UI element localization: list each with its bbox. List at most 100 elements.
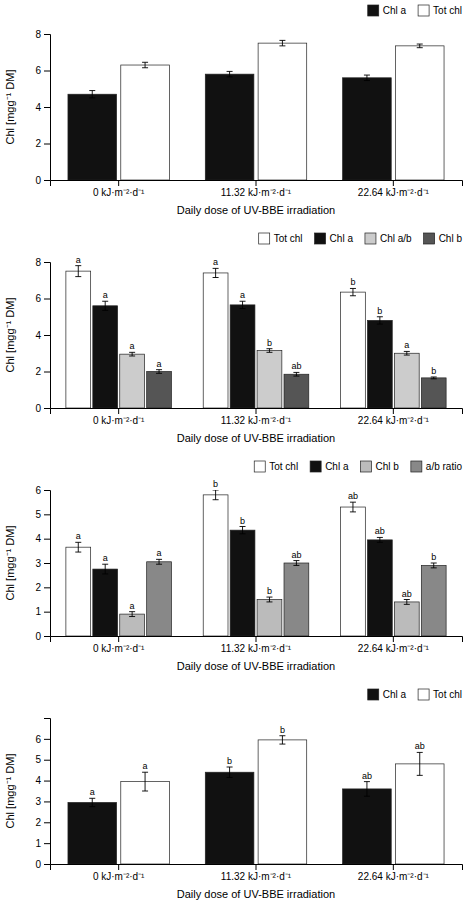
y-axis: 02468	[35, 257, 50, 414]
y-tick-mark	[44, 563, 50, 564]
y-tick-label: 4	[35, 533, 41, 544]
x-tick-label: 22.64 kJ·m⁻²·d⁻¹	[358, 187, 430, 198]
y-tick-label: 0	[35, 175, 41, 186]
y-tick-mark	[44, 636, 50, 637]
x-axis-line	[51, 865, 463, 871]
bar	[257, 351, 282, 408]
bar	[66, 547, 91, 636]
legend-label: Chl a/b	[380, 233, 412, 244]
x-tick: 11.32 kJ·m⁻²·d⁻¹	[221, 180, 292, 198]
legend-item: Chl a/b	[365, 233, 412, 244]
bar	[394, 602, 419, 636]
plot-area	[66, 266, 446, 408]
annotations: abababab	[90, 725, 425, 798]
significance-label: b	[267, 586, 272, 596]
error-bar	[75, 266, 81, 277]
x-tick-label: 22.64 kJ·m⁻²·d⁻¹	[358, 643, 430, 654]
legend-label: Tot chl	[433, 5, 462, 16]
x-tick-mark	[393, 636, 394, 642]
y-tick: 4	[35, 102, 50, 113]
x-tick-mark	[393, 180, 394, 186]
significance-label: b	[267, 338, 272, 348]
significance-label: a	[157, 359, 162, 369]
bar	[68, 94, 117, 180]
x-axis-title: Daily dose of UV-BBE irradiation	[177, 888, 335, 900]
x-tick-mark	[118, 180, 119, 186]
series	[93, 527, 392, 637]
legend-item: Chl a	[368, 689, 407, 700]
legend-label: Chl a	[325, 461, 349, 472]
series	[93, 301, 392, 408]
legend-swatch	[365, 233, 376, 244]
y-tick-mark	[44, 781, 50, 782]
series	[66, 490, 365, 636]
error-bar	[404, 351, 410, 355]
legend: Tot chl Chl a Chl b a/b ratio	[254, 461, 462, 472]
legend-item: Chl b	[424, 233, 463, 244]
legend-item: Tot chl	[418, 689, 462, 700]
legend-item: a/b ratio	[411, 461, 463, 472]
legend-item: Tot chl	[418, 5, 462, 16]
x-tick-label: 22.64 kJ·m⁻²·d⁻¹	[358, 415, 430, 426]
x-tick: 11.32 kJ·m⁻²·d⁻¹	[221, 864, 292, 882]
significance-label: ab	[291, 361, 301, 371]
error-bar	[431, 377, 437, 379]
bar	[257, 600, 282, 637]
significance-label: ab	[291, 550, 301, 560]
legend-label: Tot chl	[433, 689, 462, 700]
significance-label: ab	[375, 526, 385, 536]
y-tick-mark	[44, 801, 50, 802]
legend-swatch	[368, 5, 379, 16]
legend-item: Tot chl	[254, 461, 298, 472]
legend-label: Chl b	[376, 461, 400, 472]
annotations: ababababababaabb	[76, 479, 436, 611]
significance-label: a	[76, 255, 81, 265]
legend-item: Chl a	[315, 233, 354, 244]
y-tick-mark	[44, 180, 50, 181]
series	[147, 559, 446, 636]
y-tick-label: 6	[35, 485, 41, 496]
bar	[120, 614, 145, 636]
y-tick: 2	[35, 366, 50, 377]
y-tick-mark	[44, 843, 50, 844]
error-bar	[377, 317, 383, 324]
legend-label: Tot chl	[269, 461, 298, 472]
y-tick-label: 3	[35, 796, 41, 807]
y-axis: 02468	[35, 29, 50, 186]
legend-swatch	[315, 233, 326, 244]
x-tick-label: 0 kJ·m⁻²·d⁻¹	[93, 871, 145, 882]
y-tick-mark	[44, 514, 50, 515]
y-axis: 0123456	[35, 719, 50, 870]
legend: Chl a Tot chl	[368, 689, 462, 700]
y-tick-mark	[44, 612, 50, 613]
error-bar	[240, 301, 246, 308]
y-axis-line	[44, 263, 51, 409]
bar	[284, 374, 309, 408]
y-tick-label: 0	[35, 631, 41, 642]
y-tick: 6	[35, 734, 50, 745]
y-tick-mark	[44, 107, 50, 108]
y-tick-mark	[44, 490, 50, 491]
y-tick-label: 6	[35, 734, 41, 745]
error-bar	[377, 537, 383, 542]
y-tick-label: 2	[35, 582, 41, 593]
bar	[395, 46, 444, 180]
y-tick-mark	[44, 262, 50, 263]
error-bar	[350, 502, 356, 512]
y-tick-label: 1	[35, 838, 41, 849]
x-axis: 0 kJ·m⁻²·d⁻¹11.32 kJ·m⁻²·d⁻¹22.64 kJ·m⁻²…	[51, 636, 463, 654]
y-tick-mark	[44, 372, 50, 373]
bar	[121, 782, 170, 864]
bar	[367, 540, 392, 636]
bar	[121, 65, 170, 180]
panel: 01234560 kJ·m⁻²·d⁻¹11.32 kJ·m⁻²·d⁻¹22.64…	[4, 461, 463, 672]
bar	[341, 292, 366, 408]
significance-label: a	[130, 601, 135, 611]
legend-swatch	[361, 461, 372, 472]
significance-label: a	[157, 548, 162, 558]
x-tick-mark	[118, 408, 119, 414]
y-tick-label: 0	[35, 859, 41, 870]
significance-label: a	[404, 340, 409, 350]
error-bar	[89, 91, 95, 98]
y-tick-label: 6	[35, 293, 41, 304]
